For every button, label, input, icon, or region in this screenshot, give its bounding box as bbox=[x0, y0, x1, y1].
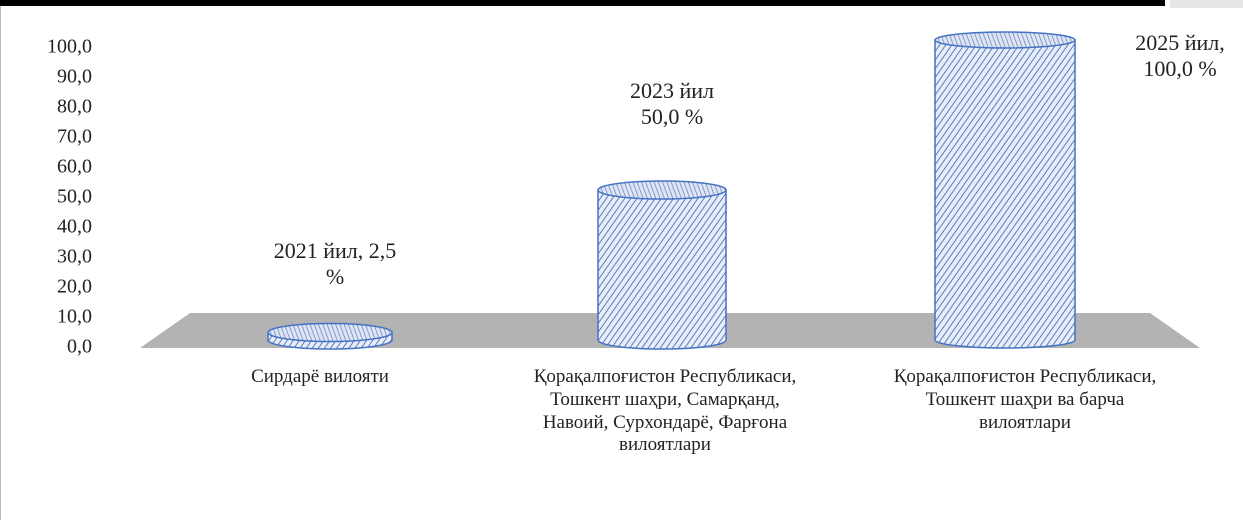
y-tick-label: 10,0 bbox=[57, 306, 92, 328]
cylinder bbox=[934, 39, 1076, 349]
y-tick-label: 70,0 bbox=[57, 126, 92, 148]
cylinder bbox=[597, 189, 727, 350]
top-border bbox=[0, 0, 1165, 6]
y-tick-label: 60,0 bbox=[57, 156, 92, 178]
y-tick-label: 100,0 bbox=[47, 36, 92, 58]
y-tick-label: 30,0 bbox=[57, 246, 92, 268]
cylinder-top bbox=[934, 31, 1076, 49]
y-tick-label: 20,0 bbox=[57, 276, 92, 298]
data-label: 2023 йил 50,0 % bbox=[629, 78, 715, 130]
y-tick-label: 50,0 bbox=[57, 186, 92, 208]
cylinder-top bbox=[597, 180, 727, 200]
tab bbox=[1170, 0, 1243, 8]
x-tick-label: Сирдарё вилояти bbox=[251, 366, 389, 387]
y-tick-label: 40,0 bbox=[57, 216, 92, 238]
cylinder-top bbox=[267, 322, 393, 343]
y-tick-label: 0,0 bbox=[67, 336, 92, 358]
x-tick-label: Қорақалпоғистон Республикаси, Тошкент ша… bbox=[533, 366, 797, 456]
x-tick-label: Қорақалпоғистон Республикаси, Тошкент ша… bbox=[893, 366, 1157, 433]
y-tick-label: 90,0 bbox=[57, 66, 92, 88]
y-tick-label: 80,0 bbox=[57, 96, 92, 118]
data-label: 2021 йил, 2,5 % bbox=[273, 237, 397, 289]
data-label: 2025 йил, 100,0 % bbox=[1135, 30, 1225, 82]
